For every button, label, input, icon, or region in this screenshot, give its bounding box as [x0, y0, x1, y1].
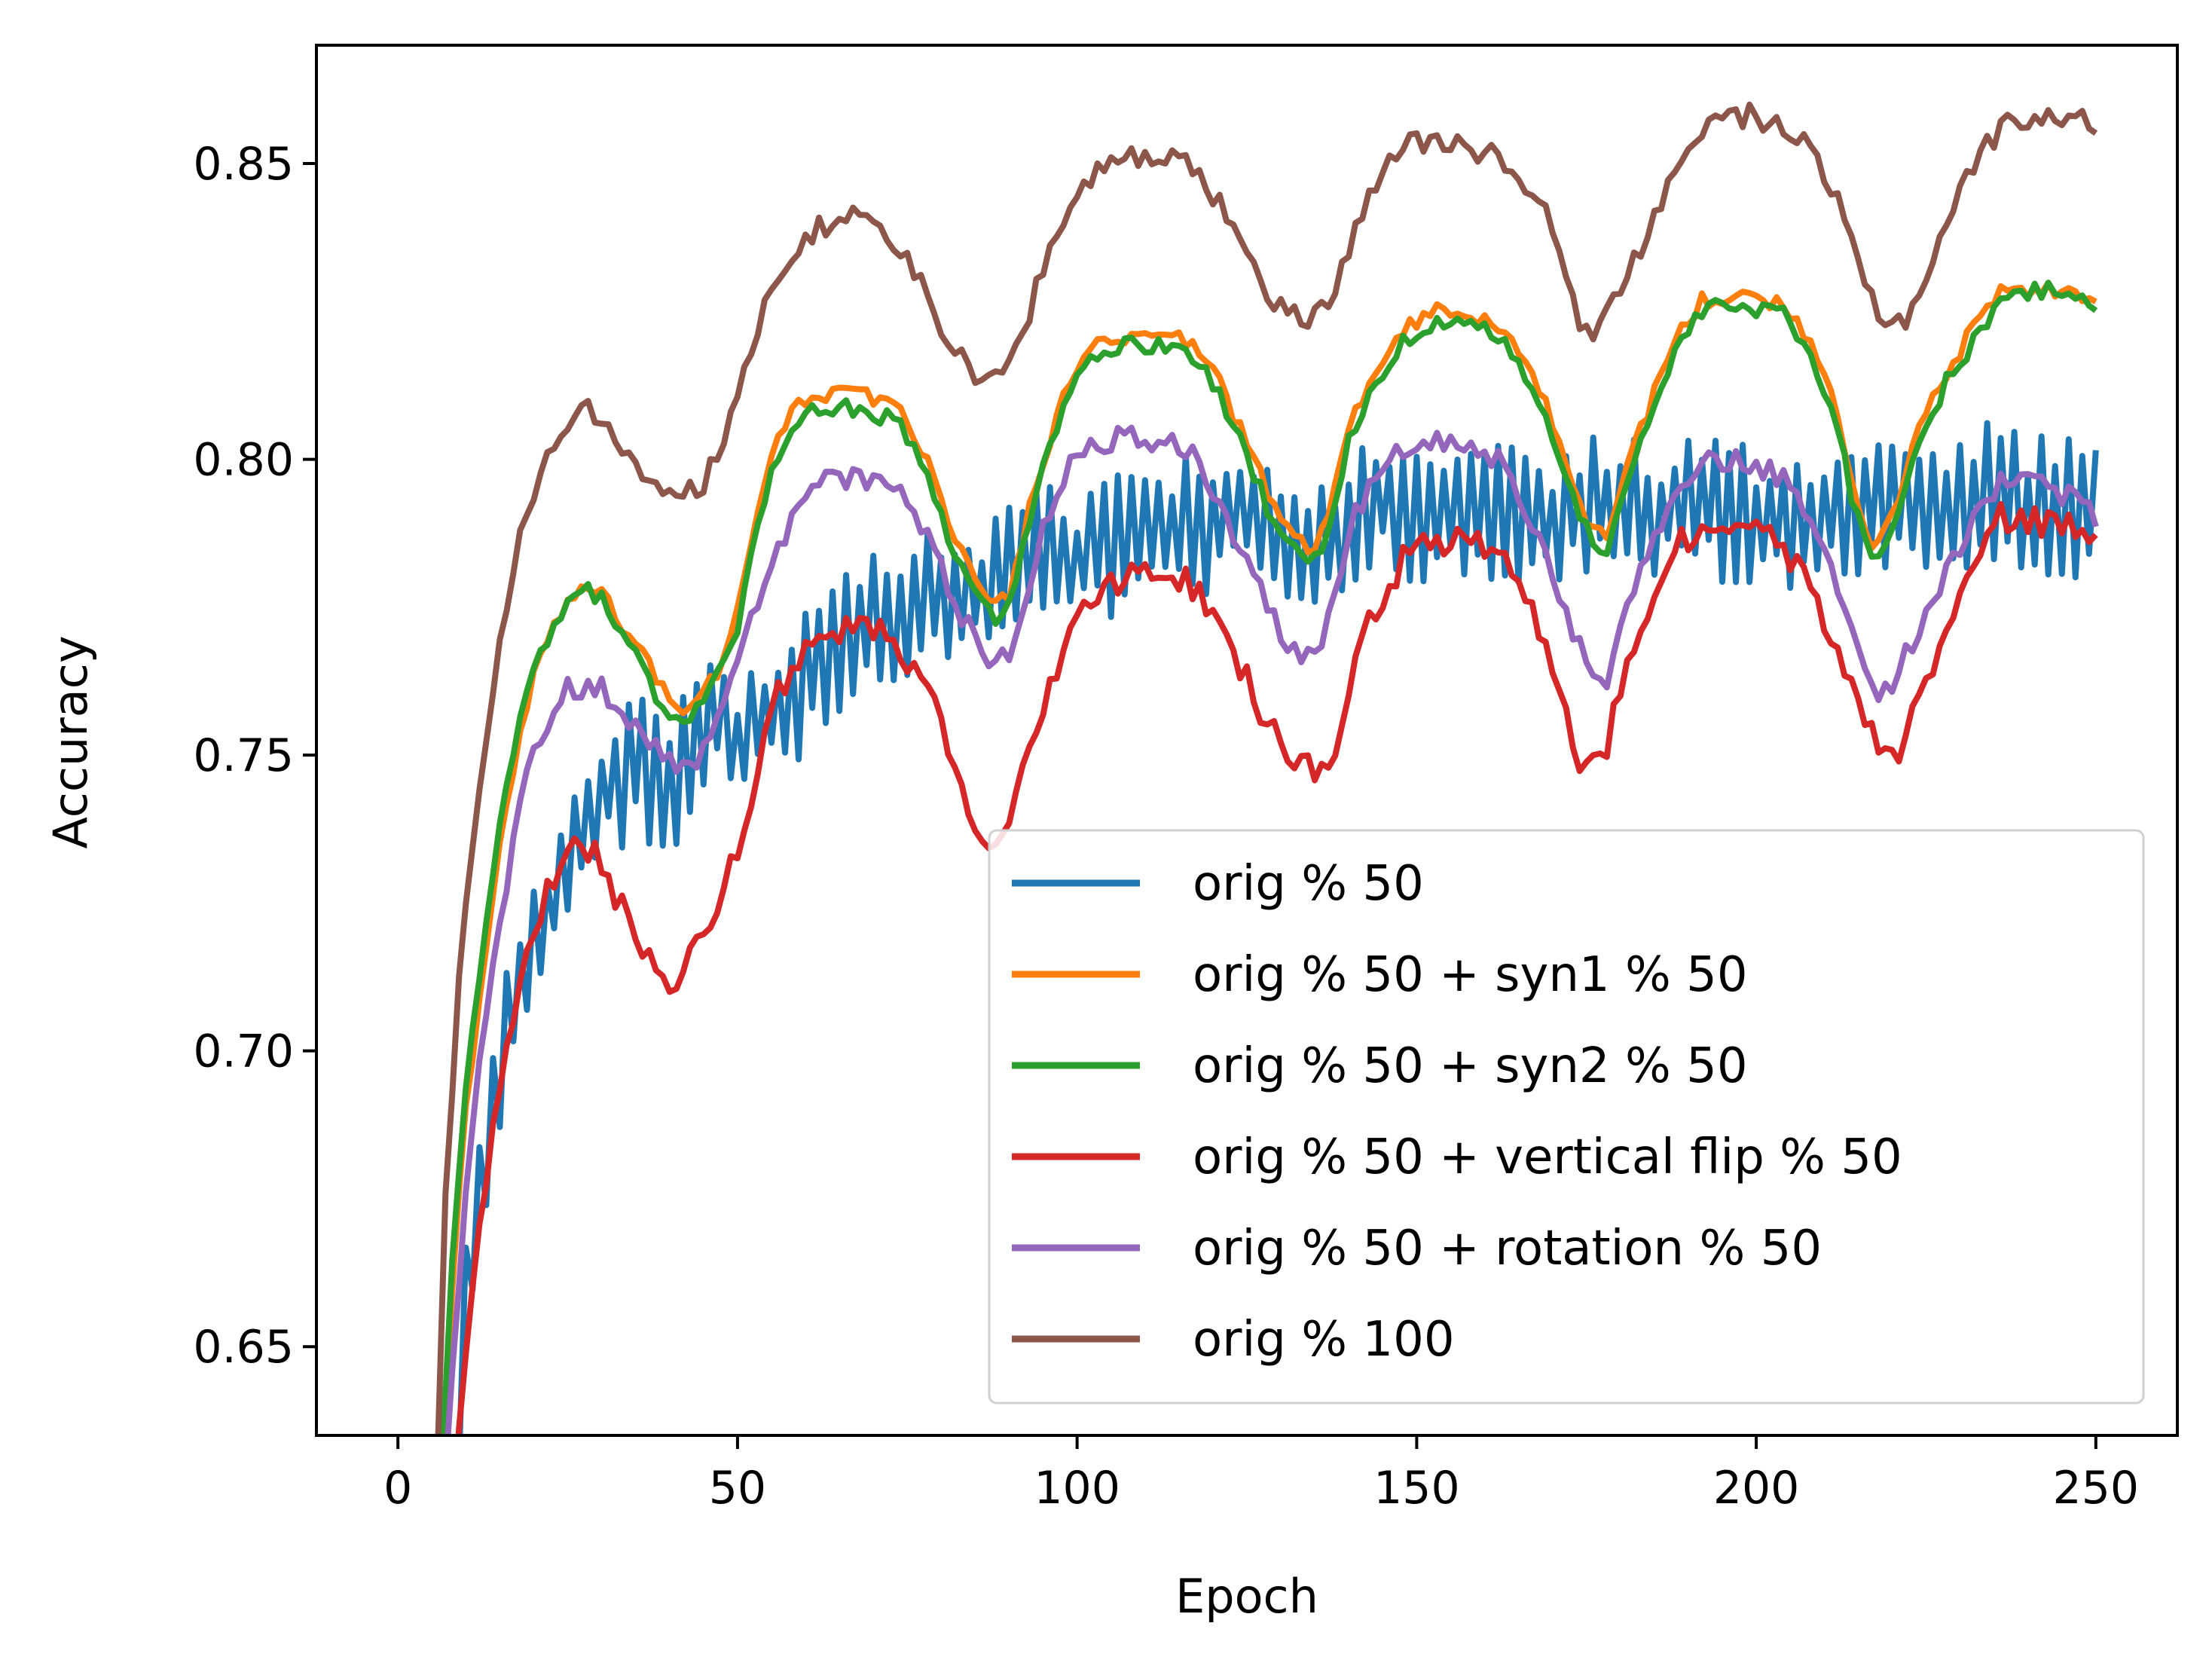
legend-box [988, 829, 2145, 1405]
x-tick-label: 150 [1373, 1462, 1460, 1515]
legend-entry-label: orig % 50 + rotation % 50 [1193, 1221, 1822, 1276]
series-line-orig-pct-50-syn2-pct-50 [440, 280, 2098, 1435]
legend: orig % 50 orig % 50 + syn1 % 50 orig % 50 … [988, 829, 2145, 1405]
x-tick-label: 100 [1034, 1462, 1120, 1515]
series-line-orig-pct-100 [435, 101, 2098, 1435]
y-axis-label: Accuracy [43, 635, 98, 848]
x-tick-label: 200 [1713, 1462, 1800, 1515]
x-axis-label: Epoch [1175, 1569, 1318, 1624]
x-tick-label: 250 [2053, 1462, 2140, 1515]
series-line-orig-pct-50-rotation-pct-50 [445, 424, 2099, 1435]
legend-entry-label: orig % 50 [1193, 856, 1424, 912]
series-line-orig-pct-50-syn1-pct-50 [440, 280, 2097, 1435]
x-tick-label: 0 [383, 1462, 412, 1515]
x-tick-label: 50 [709, 1462, 766, 1515]
y-tick-label: 0.85 [193, 138, 294, 191]
y-tick-label: 0.65 [193, 1321, 294, 1374]
x-axis: 0 50 100 150 200 250 [383, 1435, 2139, 1515]
legend-entry-label: orig % 50 + syn1 % 50 [1193, 947, 1748, 1003]
legend-entry-label: orig % 50 + syn2 % 50 [1193, 1038, 1748, 1094]
plot-frame [315, 44, 2179, 1437]
y-tick-label: 0.75 [193, 729, 294, 782]
legend-entry-label: orig % 100 [1193, 1312, 1455, 1368]
series-line-orig-pct-50-vertical-flip-pct-50 [455, 500, 2098, 1435]
y-axis: 0.65 0.70 0.75 0.80 0.85 [193, 138, 316, 1374]
y-tick-label: 0.70 [193, 1026, 294, 1078]
series-layer [435, 101, 2099, 1435]
y-tick-label: 0.80 [193, 434, 294, 487]
legend-entry-label: orig % 50 + vertical flip % 50 [1193, 1129, 1902, 1185]
